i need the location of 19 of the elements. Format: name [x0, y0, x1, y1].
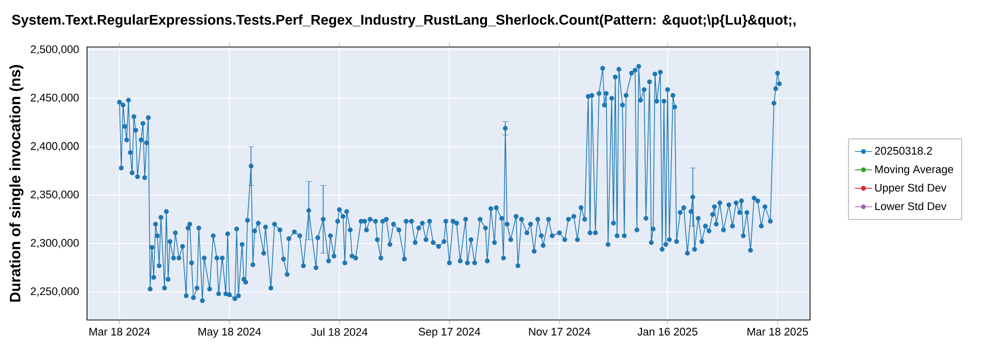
x-tick-label: Nov 17 2024 [529, 328, 590, 336]
y-tick-label: 2,300,000 [30, 238, 79, 248]
x-tick-label: Mar 18 2025 [748, 328, 808, 336]
y-tick-label: 2,350,000 [30, 190, 79, 200]
legend-label: Upper Std Dev [875, 184, 946, 194]
y-axis-title: Duration of single invocation (ns) [9, 65, 24, 302]
y-tick-label: 2,500,000 [30, 45, 79, 54]
x-tick-label: May 18 2024 [198, 328, 261, 338]
x-tick-label: Jan 16 2025 [637, 328, 698, 336]
y-tick-label: 2,400,000 [30, 142, 79, 152]
chart-title: System.Text.RegularExpressions.Tests.Perf_Regex_Industry_RustLang_Sherlock.Count(Pattern: &quot;\p{Lu}&quot;, [12, 14, 796, 28]
legend-label: Moving Average [875, 165, 954, 176]
x-tick-label: Sep 17 2024 [418, 328, 480, 338]
y-tick-label: 2,250,000 [30, 287, 79, 296]
x-tick-label: Mar 18 2024 [90, 328, 150, 336]
legend-label: Lower Std Dev [875, 202, 946, 210]
legend-label: 20250318.2 [874, 146, 932, 155]
y-tick-label: 2,450,000 [30, 94, 79, 103]
x-tick-label: Jul 18 2024 [311, 328, 368, 336]
